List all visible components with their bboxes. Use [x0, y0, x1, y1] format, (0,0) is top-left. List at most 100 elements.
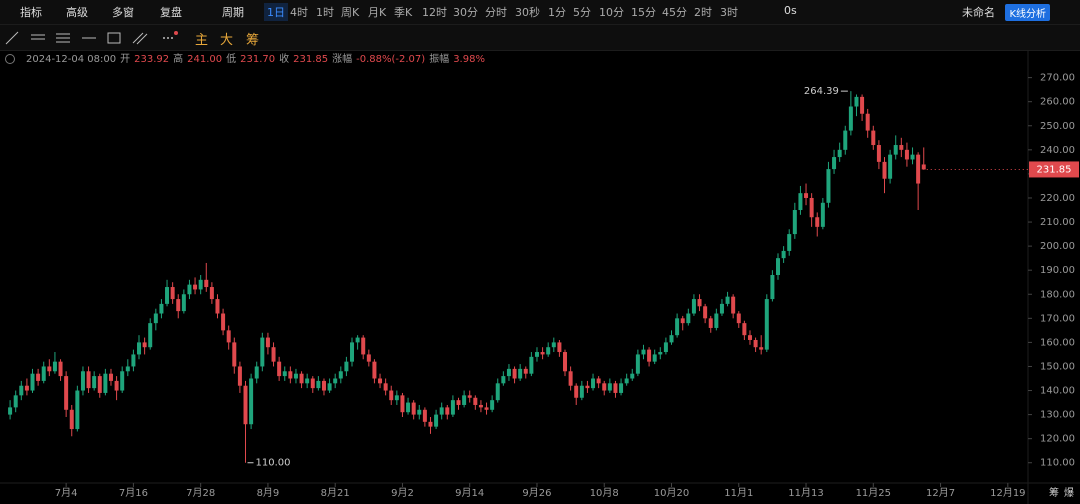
candle-body — [820, 202, 825, 227]
candle-body — [697, 299, 702, 307]
info-value: 233.92 — [134, 54, 169, 65]
toolbar-item[interactable]: 3时 — [720, 6, 738, 19]
toolbar-item[interactable]: 30分 — [453, 6, 478, 19]
candle-body — [8, 407, 13, 415]
candle-body — [137, 342, 142, 355]
candle-body — [747, 335, 752, 340]
candle-body — [456, 400, 461, 405]
toolbar-item[interactable]: 季K — [394, 6, 413, 19]
toolbar-item[interactable]: 1日 — [264, 3, 288, 21]
indicator-button[interactable]: 大 — [220, 33, 234, 48]
collapse-icon — [5, 54, 15, 64]
y-tick-label: 120.00 — [1040, 434, 1075, 445]
analysis-button[interactable]: K线分析 — [1005, 4, 1050, 21]
candle-body — [826, 169, 831, 203]
candle-body — [546, 347, 551, 355]
candle-body — [579, 385, 584, 398]
candle-body — [462, 395, 467, 405]
toolbar-item[interactable]: 月K — [368, 6, 387, 19]
candle-body — [467, 395, 472, 398]
candle-body — [422, 409, 427, 422]
candle-body — [809, 197, 814, 218]
candle-body — [523, 368, 528, 374]
toolbar-item[interactable]: 2时 — [694, 6, 712, 19]
toolbar-item[interactable]: 周期 — [222, 6, 244, 19]
toolbar-item[interactable]: 高级 — [66, 6, 88, 19]
toolbar-item[interactable]: 15分 — [631, 6, 656, 19]
candle-body — [271, 347, 276, 362]
toolbar-item[interactable]: 分时 — [485, 6, 507, 19]
toolbar-item[interactable]: 12时 — [422, 6, 447, 19]
info-value: 231.85 — [293, 54, 328, 65]
candle-body — [193, 284, 198, 290]
candle-body — [837, 149, 842, 158]
candle-body — [568, 371, 573, 386]
candle-body — [781, 250, 786, 259]
candle-body — [865, 113, 870, 131]
y-tick-label: 270.00 — [1040, 73, 1075, 84]
candle-body — [725, 296, 730, 304]
candle-body — [338, 371, 343, 379]
candle-body — [36, 373, 41, 381]
toolbar-item[interactable]: 复盘 — [160, 6, 182, 19]
candle-body — [282, 371, 287, 377]
candle-body — [731, 296, 736, 314]
y-tick-label: 200.00 — [1040, 241, 1075, 252]
candle-body — [265, 337, 270, 348]
candle-body — [120, 371, 125, 391]
candle-body — [97, 376, 102, 393]
toolbar-item[interactable]: 10分 — [599, 6, 624, 19]
candle-body — [708, 318, 713, 328]
x-tick-label: 11月1 — [724, 487, 753, 499]
toolbar-item[interactable]: 5分 — [573, 6, 591, 19]
candle-body — [204, 279, 209, 288]
x-tick-label: 8月21 — [321, 487, 350, 499]
timer[interactable]: 0s — [784, 4, 797, 17]
candle-body — [24, 385, 29, 391]
candle-body — [260, 337, 265, 367]
candle-body — [680, 318, 685, 324]
candle-body — [899, 145, 904, 150]
toolbar-item[interactable]: 4时 — [290, 6, 308, 19]
toolbar-item[interactable]: 多窗 — [112, 6, 134, 19]
indicator-button[interactable]: 筹 — [246, 33, 260, 48]
candle-body — [882, 161, 887, 179]
candle-body — [366, 354, 371, 362]
toolbar-item[interactable]: 30秒 — [515, 6, 540, 19]
indicator-button[interactable]: 主 — [195, 33, 209, 48]
candle-body — [52, 361, 57, 372]
candle-body — [142, 342, 147, 348]
y-tick-label: 170.00 — [1040, 313, 1075, 324]
toolbar-item[interactable]: 指标 — [20, 6, 42, 19]
x-tick-label: 9月2 — [391, 487, 414, 499]
candle-body — [64, 376, 69, 410]
candle-body — [243, 385, 248, 425]
candle-body — [80, 371, 85, 391]
toolbar-item[interactable]: 1时 — [316, 6, 334, 19]
candle-body — [75, 390, 80, 430]
candle-body — [47, 366, 52, 372]
candle-body — [770, 275, 775, 300]
candle-body — [910, 154, 915, 160]
candle-body — [176, 299, 181, 312]
x-tick-label: 7月16 — [119, 487, 148, 499]
layout-name[interactable]: 未命名 — [962, 6, 995, 19]
candle-body — [753, 339, 758, 348]
candle-body — [378, 378, 383, 384]
low-marker: 110.00 — [256, 458, 291, 469]
info-value: 241.00 — [187, 54, 222, 65]
candle-body — [501, 376, 506, 384]
candle-body — [114, 380, 119, 391]
candle-body — [69, 409, 74, 430]
y-tick-label: 150.00 — [1040, 361, 1075, 372]
toolbar-item[interactable]: 周K — [341, 6, 360, 19]
toolbar-item[interactable]: 45分 — [662, 6, 687, 19]
candle-body — [602, 383, 607, 391]
candle-body — [714, 313, 719, 328]
y-tick-label: 210.00 — [1040, 217, 1075, 228]
candle-body — [742, 323, 747, 336]
toolbar-item[interactable]: 1分 — [548, 6, 566, 19]
y-tick-label: 240.00 — [1040, 145, 1075, 156]
info-value: 3.98% — [453, 54, 485, 65]
candle-body — [198, 279, 203, 290]
